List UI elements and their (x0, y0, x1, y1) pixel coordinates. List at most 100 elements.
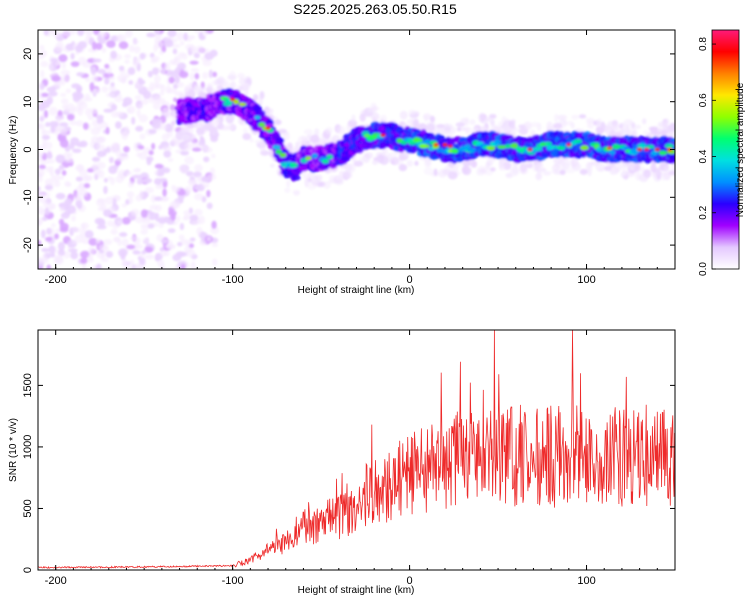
heatmap-cell (644, 147, 650, 152)
heatmap-cell (171, 43, 181, 48)
heatmap-cell (579, 145, 589, 151)
heatmap-cell (291, 175, 301, 181)
heatmap-cell (78, 182, 87, 190)
heatmap-cell (92, 58, 102, 63)
heatmap-cell (307, 133, 312, 139)
heatmap-cell (103, 177, 108, 183)
heatmap-cell (121, 216, 131, 225)
heatmap-cell (346, 123, 352, 132)
heatmap-cell (108, 76, 115, 81)
heatmap-cell (642, 118, 647, 125)
heatmap-cell (76, 142, 85, 148)
heatmap-cell (96, 126, 103, 131)
heatmap-cell (380, 133, 386, 137)
heatmap-cell (654, 170, 663, 176)
heatmap-cell (140, 98, 149, 105)
heatmap-cell (271, 132, 281, 138)
heatmap-cell (67, 205, 76, 214)
heatmap-cell (41, 247, 50, 253)
heatmap-y-axis-label: Frequency (Hz) (8, 116, 19, 185)
heatmap-cell (136, 109, 141, 117)
heatmap-cell (179, 222, 185, 231)
heatmap-cell (387, 158, 393, 163)
heatmap-cell (504, 144, 512, 149)
heatmap-cell (118, 65, 125, 71)
heatmap-cell (197, 144, 208, 149)
heatmap-cells (38, 30, 675, 269)
heatmap-cell (97, 68, 106, 74)
heatmap-cell (75, 84, 83, 94)
heatmap-cell (455, 122, 465, 127)
heatmap-cell (176, 81, 185, 88)
heatmap-cell (46, 264, 51, 269)
heatmap-cell (230, 81, 236, 90)
heatmap-cell (311, 153, 318, 159)
heatmap-cell (38, 92, 44, 99)
heatmap-cell (479, 168, 486, 174)
heatmap-cell (58, 164, 65, 171)
heatmap-cell (122, 155, 130, 160)
heatmap-cell (204, 52, 215, 60)
heatmap-cell (152, 101, 161, 110)
heatmap-cell (333, 175, 344, 184)
heatmap-cell (544, 141, 553, 146)
heatmap-cell (95, 42, 103, 50)
heatmap-cell (193, 123, 199, 128)
heatmap-cell (98, 244, 108, 250)
heatmap-cell (90, 66, 97, 75)
heatmap-cell (519, 165, 527, 175)
colorbar-tick-label: 0.0 (698, 262, 709, 276)
heatmap-cell (344, 171, 353, 179)
heatmap-cell (167, 30, 177, 38)
colorbar-ticks: 0.0 0.2 0.4 0.6 0.8 (698, 37, 716, 276)
heatmap-cell (486, 145, 496, 151)
heatmap-cell (163, 39, 174, 48)
heatmap-cell (423, 167, 434, 175)
heatmap-cell (135, 147, 140, 153)
heatmap-cell (60, 212, 70, 219)
heatmap-cell (623, 175, 629, 180)
heatmap-cell (634, 164, 641, 172)
heatmap-cell (199, 135, 204, 143)
heatmap-cell (43, 109, 48, 118)
heatmap-y-ticks: -20 -10 0 10 20 (22, 48, 675, 253)
heatmap-cell (180, 150, 189, 156)
heatmap-cell (59, 226, 69, 233)
heatmap-cell (165, 85, 172, 94)
colorbar-tick-label: 0.4 (698, 149, 709, 163)
heatmap-cell (451, 164, 459, 173)
heatmap-cell (309, 134, 320, 143)
heatmap-cell (100, 257, 109, 263)
heatmap-cell (162, 145, 172, 152)
heatmap-cell (80, 257, 88, 264)
heatmap-cell (64, 198, 73, 206)
heatmap-cell (96, 142, 102, 151)
snr-x-ticks: -200 -100 0 100 (45, 330, 658, 587)
heatmap-cell (494, 126, 500, 131)
heatmap-cell (84, 230, 94, 239)
heatmap-cell (50, 252, 55, 258)
heatmap-cell (124, 171, 133, 176)
heatmap-cell (70, 61, 80, 67)
heatmap-cell (297, 135, 308, 146)
snr-y-tick-label: 0 (22, 567, 34, 573)
heatmap-cell (122, 259, 128, 268)
heatmap-cell (203, 156, 210, 163)
heatmap-cell (142, 237, 150, 244)
heatmap-cell (433, 168, 438, 176)
heatmap-cell (661, 172, 666, 181)
chart-title: S225.2025.263.05.50.R15 (293, 1, 457, 17)
heatmap-cell (634, 124, 642, 130)
heatmap-cell (108, 165, 118, 174)
heatmap-cell (114, 96, 124, 103)
heatmap-cell (227, 74, 237, 80)
heatmap-cell (211, 220, 217, 230)
heatmap-cell (42, 130, 52, 135)
heatmap-cell (154, 204, 162, 212)
heatmap-cell (597, 167, 605, 172)
heatmap-cell (464, 144, 472, 149)
heatmap-cell (275, 137, 285, 144)
heatmap-cell (54, 168, 61, 175)
heatmap-cell (198, 32, 204, 39)
heatmap-cell (184, 156, 194, 165)
